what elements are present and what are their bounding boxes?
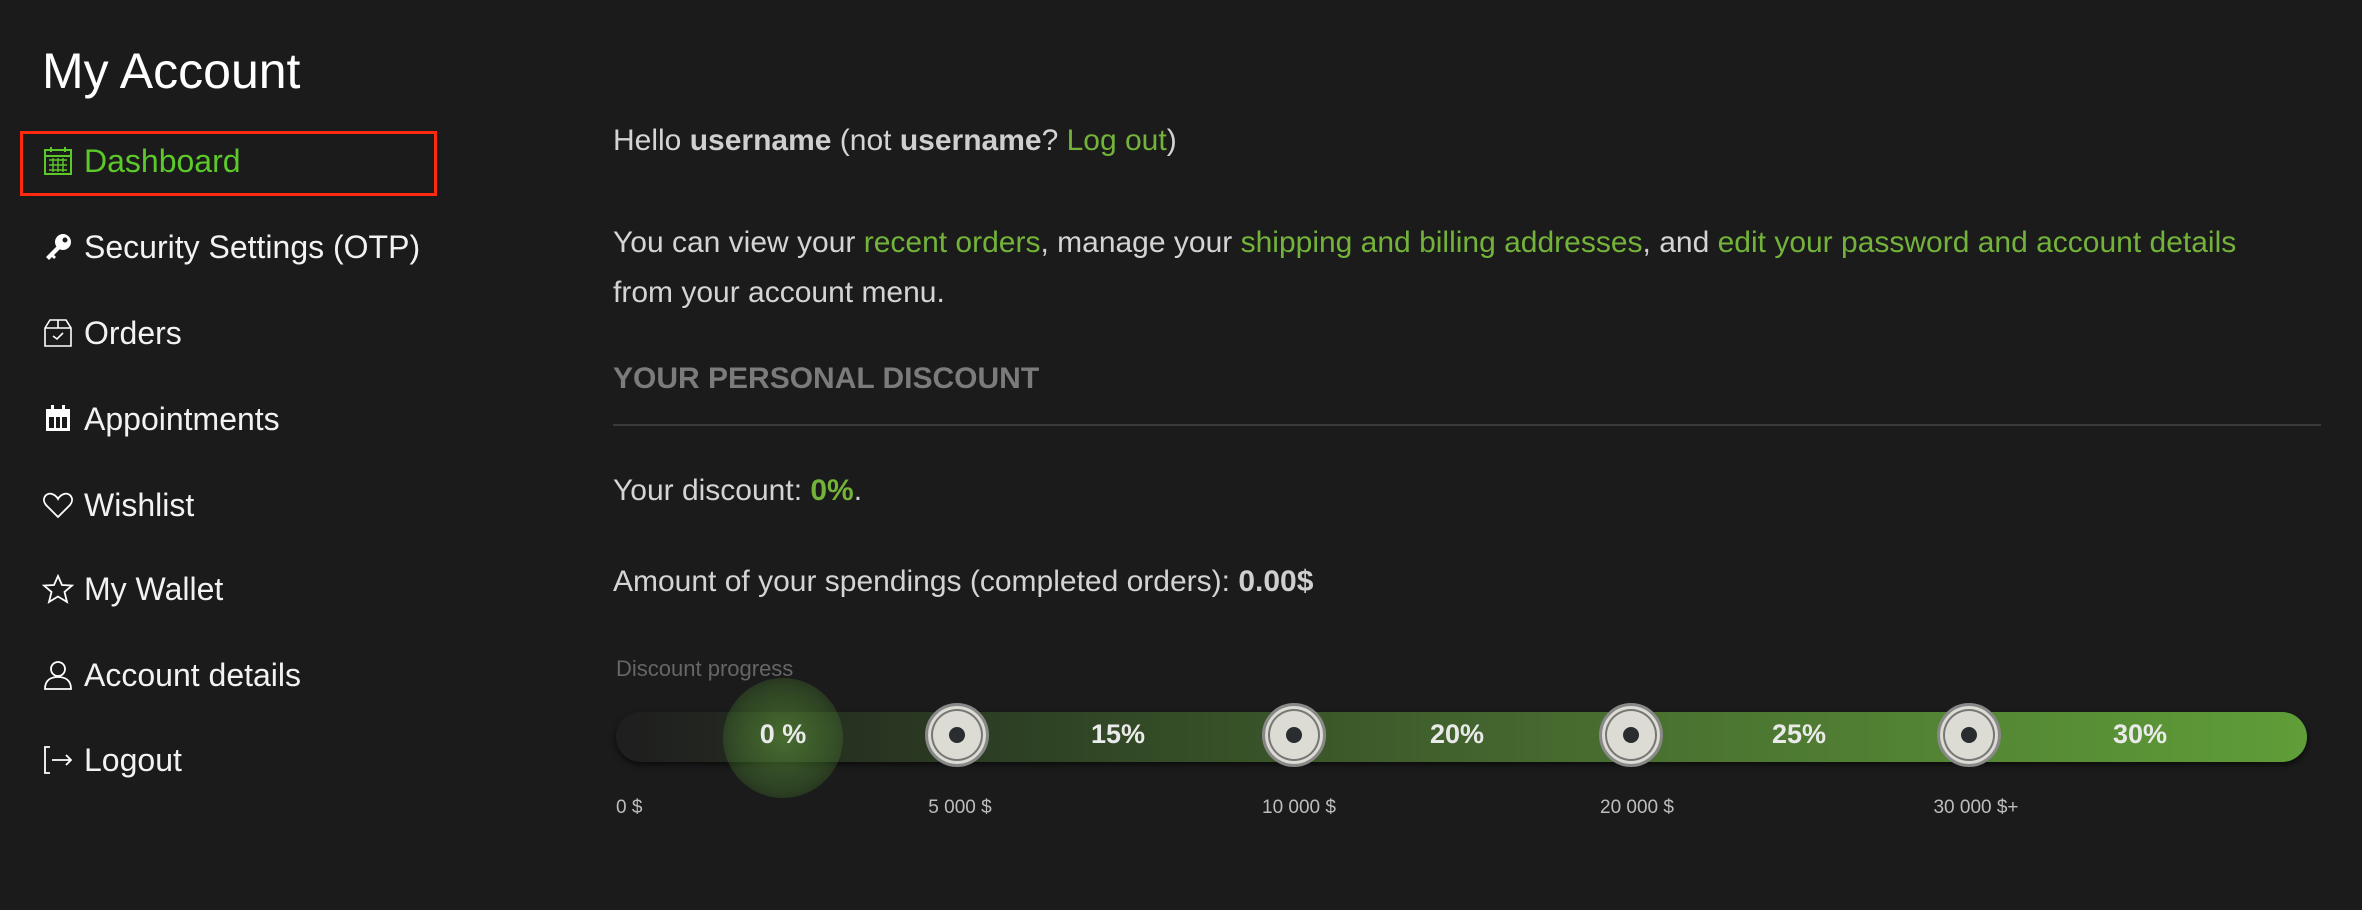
greeting-text: ) (1166, 124, 1177, 157)
box-check-icon (42, 317, 74, 349)
level-label: 25% (1771, 719, 1827, 749)
sidebar-item-label: Security Settings (OTP) (84, 228, 421, 265)
sidebar-item-logout[interactable]: Logout (42, 735, 182, 785)
level-label: 15% (1090, 719, 1146, 749)
recent-orders-link[interactable]: recent orders (863, 226, 1041, 259)
threshold-label: 10 000 $ (1262, 797, 1336, 818)
threshold-label: 30 000 $+ (1933, 797, 2019, 818)
active-item-outline (20, 131, 437, 196)
username: username (899, 124, 1042, 157)
discount-label: Your discount: (613, 474, 811, 507)
divider (613, 424, 2321, 426)
key-icon (42, 231, 74, 263)
threshold-label: 20 000 $ (1600, 797, 1674, 818)
sidebar-item-appointments[interactable]: Appointments (42, 394, 280, 444)
milestone-knob (1599, 703, 1663, 767)
greeting: Hello username (not username? Log out) (613, 124, 1177, 158)
logout-icon (42, 744, 74, 776)
sidebar-item-my-wallet[interactable]: My Wallet (42, 564, 223, 614)
discount-value: 0% (810, 474, 854, 507)
calendar-icon (42, 403, 74, 435)
user-icon (42, 659, 74, 691)
current-level-label: 0 % (759, 719, 807, 749)
greeting-text: Hello (613, 124, 690, 157)
discount-progress-label: Discount progress (616, 656, 794, 681)
star-icon (42, 573, 74, 605)
logout-link[interactable]: Log out (1066, 124, 1167, 157)
milestone-knob (1262, 703, 1326, 767)
milestone-knob (1937, 703, 2001, 767)
sidebar-item-dashboard[interactable]: Dashboard (42, 136, 241, 186)
sidebar-item-label: Appointments (84, 400, 280, 437)
sidebar-item-label: Wishlist (84, 486, 195, 523)
sidebar-item-label: Orders (84, 314, 182, 351)
username: username (689, 124, 832, 157)
sidebar-item-label: My Wallet (84, 570, 224, 607)
current-level-indicator (723, 678, 843, 798)
intro-text: You can view your (613, 226, 864, 259)
sidebar-item-orders[interactable]: Orders (42, 308, 182, 358)
intro-text: from your account menu. (613, 276, 945, 309)
addresses-link[interactable]: shipping and billing addresses (1240, 226, 1643, 259)
intro-paragraph: You can view your recent orders, manage … (613, 218, 2333, 318)
greeting-text: (not (831, 124, 900, 157)
sidebar-item-label: Logout (84, 741, 182, 778)
spendings-value: 0.00$ (1238, 565, 1314, 598)
discount-progress-bar (616, 712, 2307, 762)
sidebar-item-label: Dashboard (84, 142, 241, 179)
sidebar-item-label: Account details (84, 656, 302, 693)
threshold-label: 0 $ (616, 797, 643, 818)
sidebar-item-account-details[interactable]: Account details (42, 650, 301, 700)
sidebar-item-security-settings[interactable]: Security Settings (OTP) (42, 222, 420, 272)
your-discount: Your discount: 0%. (613, 474, 863, 507)
threshold-label: 5 000 $ (928, 797, 992, 818)
milestone-knob (925, 703, 989, 767)
level-label: 20% (1429, 719, 1485, 749)
spendings: Amount of your spendings (completed orde… (613, 565, 1313, 599)
greeting-text: ? (1041, 124, 1067, 157)
sidebar-item-wishlist[interactable]: Wishlist (42, 480, 194, 530)
intro-text: , and (1642, 226, 1718, 259)
spendings-label: Amount of your spendings (completed orde… (613, 565, 1239, 598)
calendar-grid-icon (42, 145, 74, 177)
heart-icon (42, 489, 74, 521)
page-title: My Account (42, 43, 301, 99)
level-label: 30% (2112, 719, 2168, 749)
account-details-link[interactable]: edit your password and account details (1717, 226, 2237, 259)
intro-text: , manage your (1040, 226, 1241, 259)
section-heading: YOUR PERSONAL DISCOUNT (613, 362, 1040, 395)
